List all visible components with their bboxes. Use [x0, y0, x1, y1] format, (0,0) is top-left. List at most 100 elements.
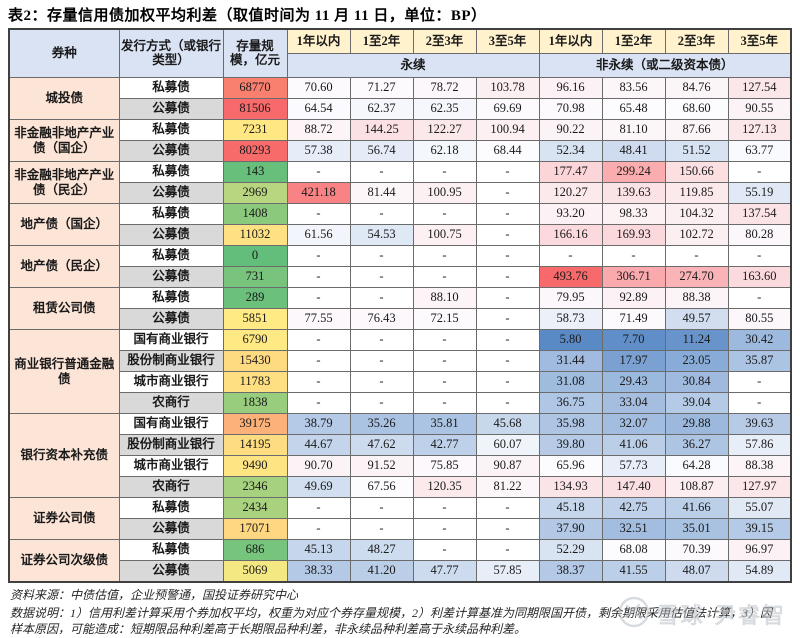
- perpetual-spread-cell: 47.77: [412, 560, 477, 583]
- non-perpetual-spread-cell: 137.54: [727, 203, 792, 225]
- non-perpetual-spread-cell: 80.55: [727, 308, 792, 330]
- perpetual-spread-cell: -: [412, 329, 477, 351]
- perpetual-spread-cell: 47.62: [349, 434, 414, 456]
- bond-type-cell: 非金融非地产产业债（民企）: [8, 161, 120, 204]
- non-perpetual-spread-cell: 23.05: [664, 350, 729, 372]
- perpetual-spread-cell: 35.26: [349, 413, 414, 435]
- table-header: 券种 发行方式（或银行类型） 存量规模，亿元 1年以内 1至2年 2至3年 3至…: [8, 28, 792, 78]
- non-perpetual-spread-cell: 35.87: [727, 350, 792, 372]
- header-tenor-2-3y-perp: 2至3年: [412, 28, 477, 54]
- perpetual-spread-cell: 62.18: [412, 140, 477, 162]
- perpetual-spread-cell: 103.78: [475, 77, 540, 99]
- non-perpetual-spread-cell: 51.52: [664, 140, 729, 162]
- non-perpetual-spread-cell: 84.76: [664, 77, 729, 99]
- table-row: 城市商业银行 11783- - - -31.08 29.43 30.84-: [9, 371, 792, 393]
- non-perpetual-spread-cell: 41.06: [601, 434, 666, 456]
- header-outstanding: 存量规模，亿元: [222, 28, 288, 78]
- non-perpetual-spread-cell: 134.93: [538, 476, 603, 498]
- perpetual-spread-cell: -: [349, 497, 414, 519]
- non-perpetual-spread-cell: 52.29: [538, 539, 603, 561]
- non-perpetual-spread-cell: -: [538, 245, 603, 267]
- perpetual-spread-cell: -: [475, 350, 540, 372]
- perpetual-spread-cell: -: [349, 329, 414, 351]
- non-perpetual-spread-cell: 65.96: [538, 455, 603, 477]
- outstanding-amount-cell: 17071: [222, 518, 288, 540]
- header-tenor-1-2y-perp: 1至2年: [349, 28, 414, 54]
- non-perpetual-spread-cell: 32.07: [601, 413, 666, 435]
- table-row: 公募债 5069 38.33 41.20 47.77 57.85 38.37 41.55 48.…: [9, 560, 792, 583]
- non-perpetual-spread-cell: 177.47: [538, 161, 603, 183]
- non-perpetual-spread-cell: 39.80: [538, 434, 603, 456]
- perpetual-spread-cell: -: [286, 392, 351, 414]
- non-perpetual-spread-cell: -: [727, 161, 792, 183]
- table-row: 股份制商业银行 14195 44.67 47.62 42.77 60.07 39.80 41.…: [9, 434, 792, 456]
- non-perpetual-spread-cell: 48.41: [601, 140, 666, 162]
- issue-method-cell: 股份制商业银行: [118, 434, 224, 456]
- perpetual-spread-cell: -: [286, 350, 351, 372]
- non-perpetual-spread-cell: -: [727, 371, 792, 393]
- issue-method-cell: 私募债: [118, 161, 224, 183]
- table-row: 公募债 80293 57.38 56.74 62.18 68.44 52.34 48.41 51…: [9, 140, 792, 162]
- header-tenor-1y-perp: 1年以内: [286, 28, 351, 54]
- outstanding-amount-cell: 143: [222, 161, 288, 183]
- table-row: 公募债 2969 421.18 81.44 100.95-120.27 139.63 119…: [9, 182, 792, 204]
- perpetual-spread-cell: -: [349, 371, 414, 393]
- non-perpetual-spread-cell: 163.60: [727, 266, 792, 288]
- non-perpetual-spread-cell: 83.56: [601, 77, 666, 99]
- non-perpetual-spread-cell: 31.44: [538, 350, 603, 372]
- perpetual-spread-cell: -: [412, 203, 477, 225]
- table-row: 地产债（民企） 私募债 0- - - - - - - -: [8, 245, 792, 288]
- outstanding-amount-cell: 6790: [222, 329, 288, 351]
- non-perpetual-spread-cell: 299.24: [601, 161, 666, 183]
- issue-method-cell: 私募债: [118, 497, 224, 519]
- non-perpetual-spread-cell: 493.76: [538, 266, 603, 288]
- non-perpetual-spread-cell: 64.28: [664, 455, 729, 477]
- bond-type-cell: 租赁公司债: [8, 287, 120, 330]
- table-row: 农商行 1838- - - -36.75 33.04 39.04-: [9, 392, 792, 414]
- bond-type-cell: 证券公司次级债: [8, 539, 120, 583]
- issue-method-cell: 公募债: [118, 518, 224, 540]
- non-perpetual-spread-cell: 17.97: [601, 350, 666, 372]
- perpetual-spread-cell: -: [286, 266, 351, 288]
- non-perpetual-spread-cell: 96.97: [727, 539, 792, 561]
- non-perpetual-spread-cell: 150.66: [664, 161, 729, 183]
- perpetual-spread-cell: -: [412, 245, 477, 267]
- issue-method-cell: 私募债: [118, 77, 224, 99]
- table-title: 表2：存量信用债加权平均利差（取值时间为 11 月 11 日，单位：BP）: [8, 8, 487, 24]
- perpetual-spread-cell: -: [349, 518, 414, 540]
- header-tenor-1y-nonperp: 1年以内: [538, 28, 603, 54]
- perpetual-spread-cell: 70.60: [286, 77, 351, 99]
- issue-method-cell: 私募债: [118, 203, 224, 225]
- non-perpetual-spread-cell: 48.07: [664, 560, 729, 583]
- non-perpetual-spread-cell: 41.66: [664, 497, 729, 519]
- table-row: 公募债 11032 61.56 54.53 100.75-166.16 169.93 102…: [9, 224, 792, 246]
- non-perpetual-spread-cell: 92.89: [601, 287, 666, 309]
- perpetual-spread-cell: 88.72: [286, 119, 351, 141]
- perpetual-spread-cell: 56.74: [349, 140, 414, 162]
- perpetual-spread-cell: -: [286, 371, 351, 393]
- issue-method-cell: 私募债: [118, 245, 224, 267]
- non-perpetual-spread-cell: 166.16: [538, 224, 603, 246]
- non-perpetual-spread-cell: 147.40: [601, 476, 666, 498]
- perpetual-spread-cell: -: [286, 203, 351, 225]
- source-note: 资料来源：中债估值，企业预警通，国投证券研究中心: [10, 588, 299, 602]
- perpetual-spread-cell: -: [475, 497, 540, 519]
- issue-method-cell: 国有商业银行: [118, 413, 224, 435]
- perpetual-spread-cell: -: [412, 371, 477, 393]
- outstanding-amount-cell: 731: [222, 266, 288, 288]
- non-perpetual-spread-cell: 32.51: [601, 518, 666, 540]
- issue-method-cell: 私募债: [118, 539, 224, 561]
- non-perpetual-spread-cell: 39.63: [727, 413, 792, 435]
- non-perpetual-spread-cell: 90.22: [538, 119, 603, 141]
- perpetual-spread-cell: 90.70: [286, 455, 351, 477]
- non-perpetual-spread-cell: 33.04: [601, 392, 666, 414]
- non-perpetual-spread-cell: 31.08: [538, 371, 603, 393]
- non-perpetual-spread-cell: 127.54: [727, 77, 792, 99]
- perpetual-spread-cell: 68.44: [475, 140, 540, 162]
- perpetual-spread-cell: -: [349, 350, 414, 372]
- non-perpetual-spread-cell: 81.10: [601, 119, 666, 141]
- perpetual-spread-cell: 100.75: [412, 224, 477, 246]
- perpetual-spread-cell: 78.72: [412, 77, 477, 99]
- table-row: 商业银行普通金融债 国有商业银行 6790- - - -5.80 7.70 11.24 30.4…: [8, 329, 792, 414]
- table-row: 股份制商业银行 15430- - - -31.44 17.97 23.05 35.87: [9, 350, 792, 372]
